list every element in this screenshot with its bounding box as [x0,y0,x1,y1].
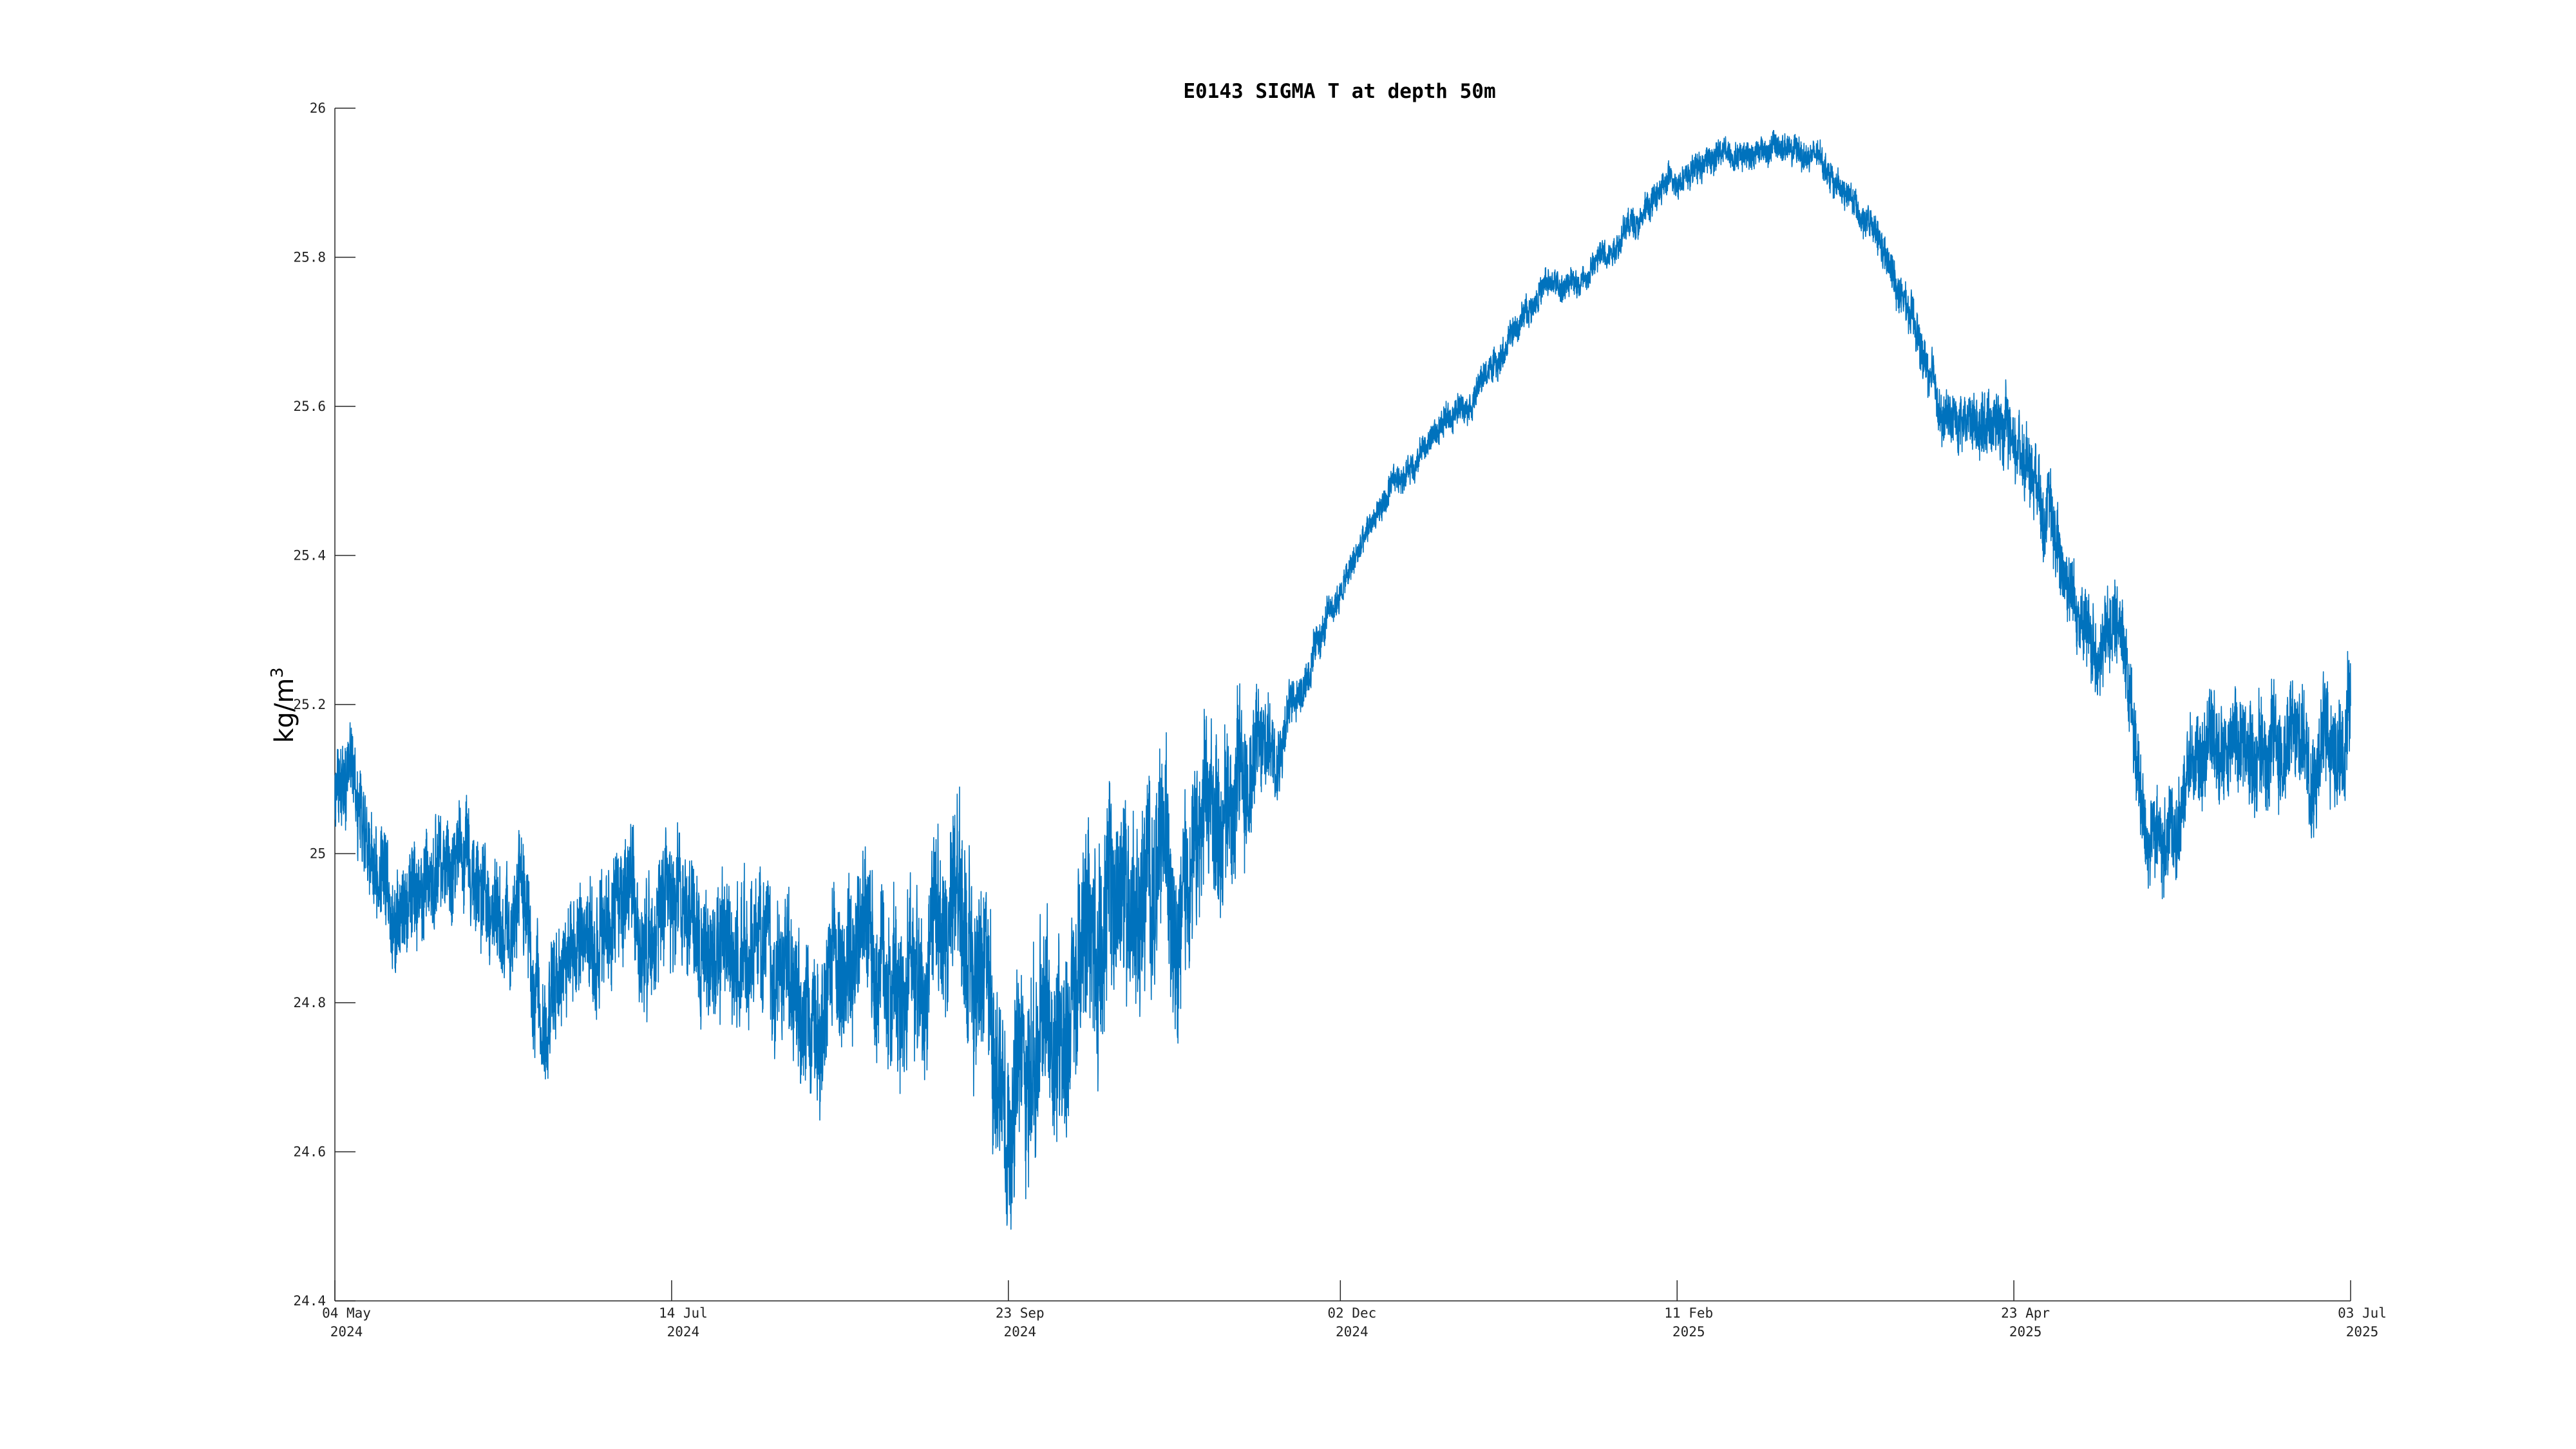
x-tick-label-year: 2024 [330,1324,363,1340]
x-tick-label-year: 2025 [2346,1324,2379,1340]
x-tick-label: 11 Feb [1664,1305,1713,1321]
series-line [334,129,2351,1230]
x-tick-label: 04 May [322,1305,371,1321]
y-axis-label-text: kg/m [270,678,299,743]
chart-title: E0143 SIGMA T at depth 50m [1183,80,1495,103]
y-tick-label: 25.6 [293,399,326,414]
x-tick-label: 23 Apr [2001,1305,2050,1321]
y-tick-label: 24.4 [293,1293,326,1309]
y-tick-label: 26 [310,100,326,116]
series-group [334,129,2351,1230]
x-tick-label: 14 Jul [659,1305,708,1321]
svg-text:kg/m3: kg/m3 [268,667,299,743]
y-tick-label: 25.8 [293,250,326,265]
x-tick-label-year: 2025 [1672,1324,1705,1340]
y-tick-label: 24.6 [293,1144,326,1160]
x-tick-label: 03 Jul [2338,1305,2387,1321]
x-tick-label-year: 2025 [2009,1324,2042,1340]
y-tick-label: 25 [310,846,326,862]
x-tick-label-year: 2024 [667,1324,700,1340]
x-tick-label: 02 Dec [1327,1305,1376,1321]
axes: 24.4 24.6 24.8 25 25.2 25.4 25.6 25.8 26 04 May 20… [293,100,2387,1340]
y-tick-label: 24.8 [293,995,326,1010]
x-tick-label: 23 Sep [996,1305,1045,1321]
y-tick-label: 25.2 [293,697,326,712]
y-tick-label: 25.4 [293,548,326,564]
x-tick-label-year: 2024 [1003,1324,1036,1340]
y-axis-label-superscript: 3 [268,667,287,678]
y-axis-label: kg/m3 [268,667,299,743]
x-tick-label-year: 2024 [1336,1324,1368,1340]
